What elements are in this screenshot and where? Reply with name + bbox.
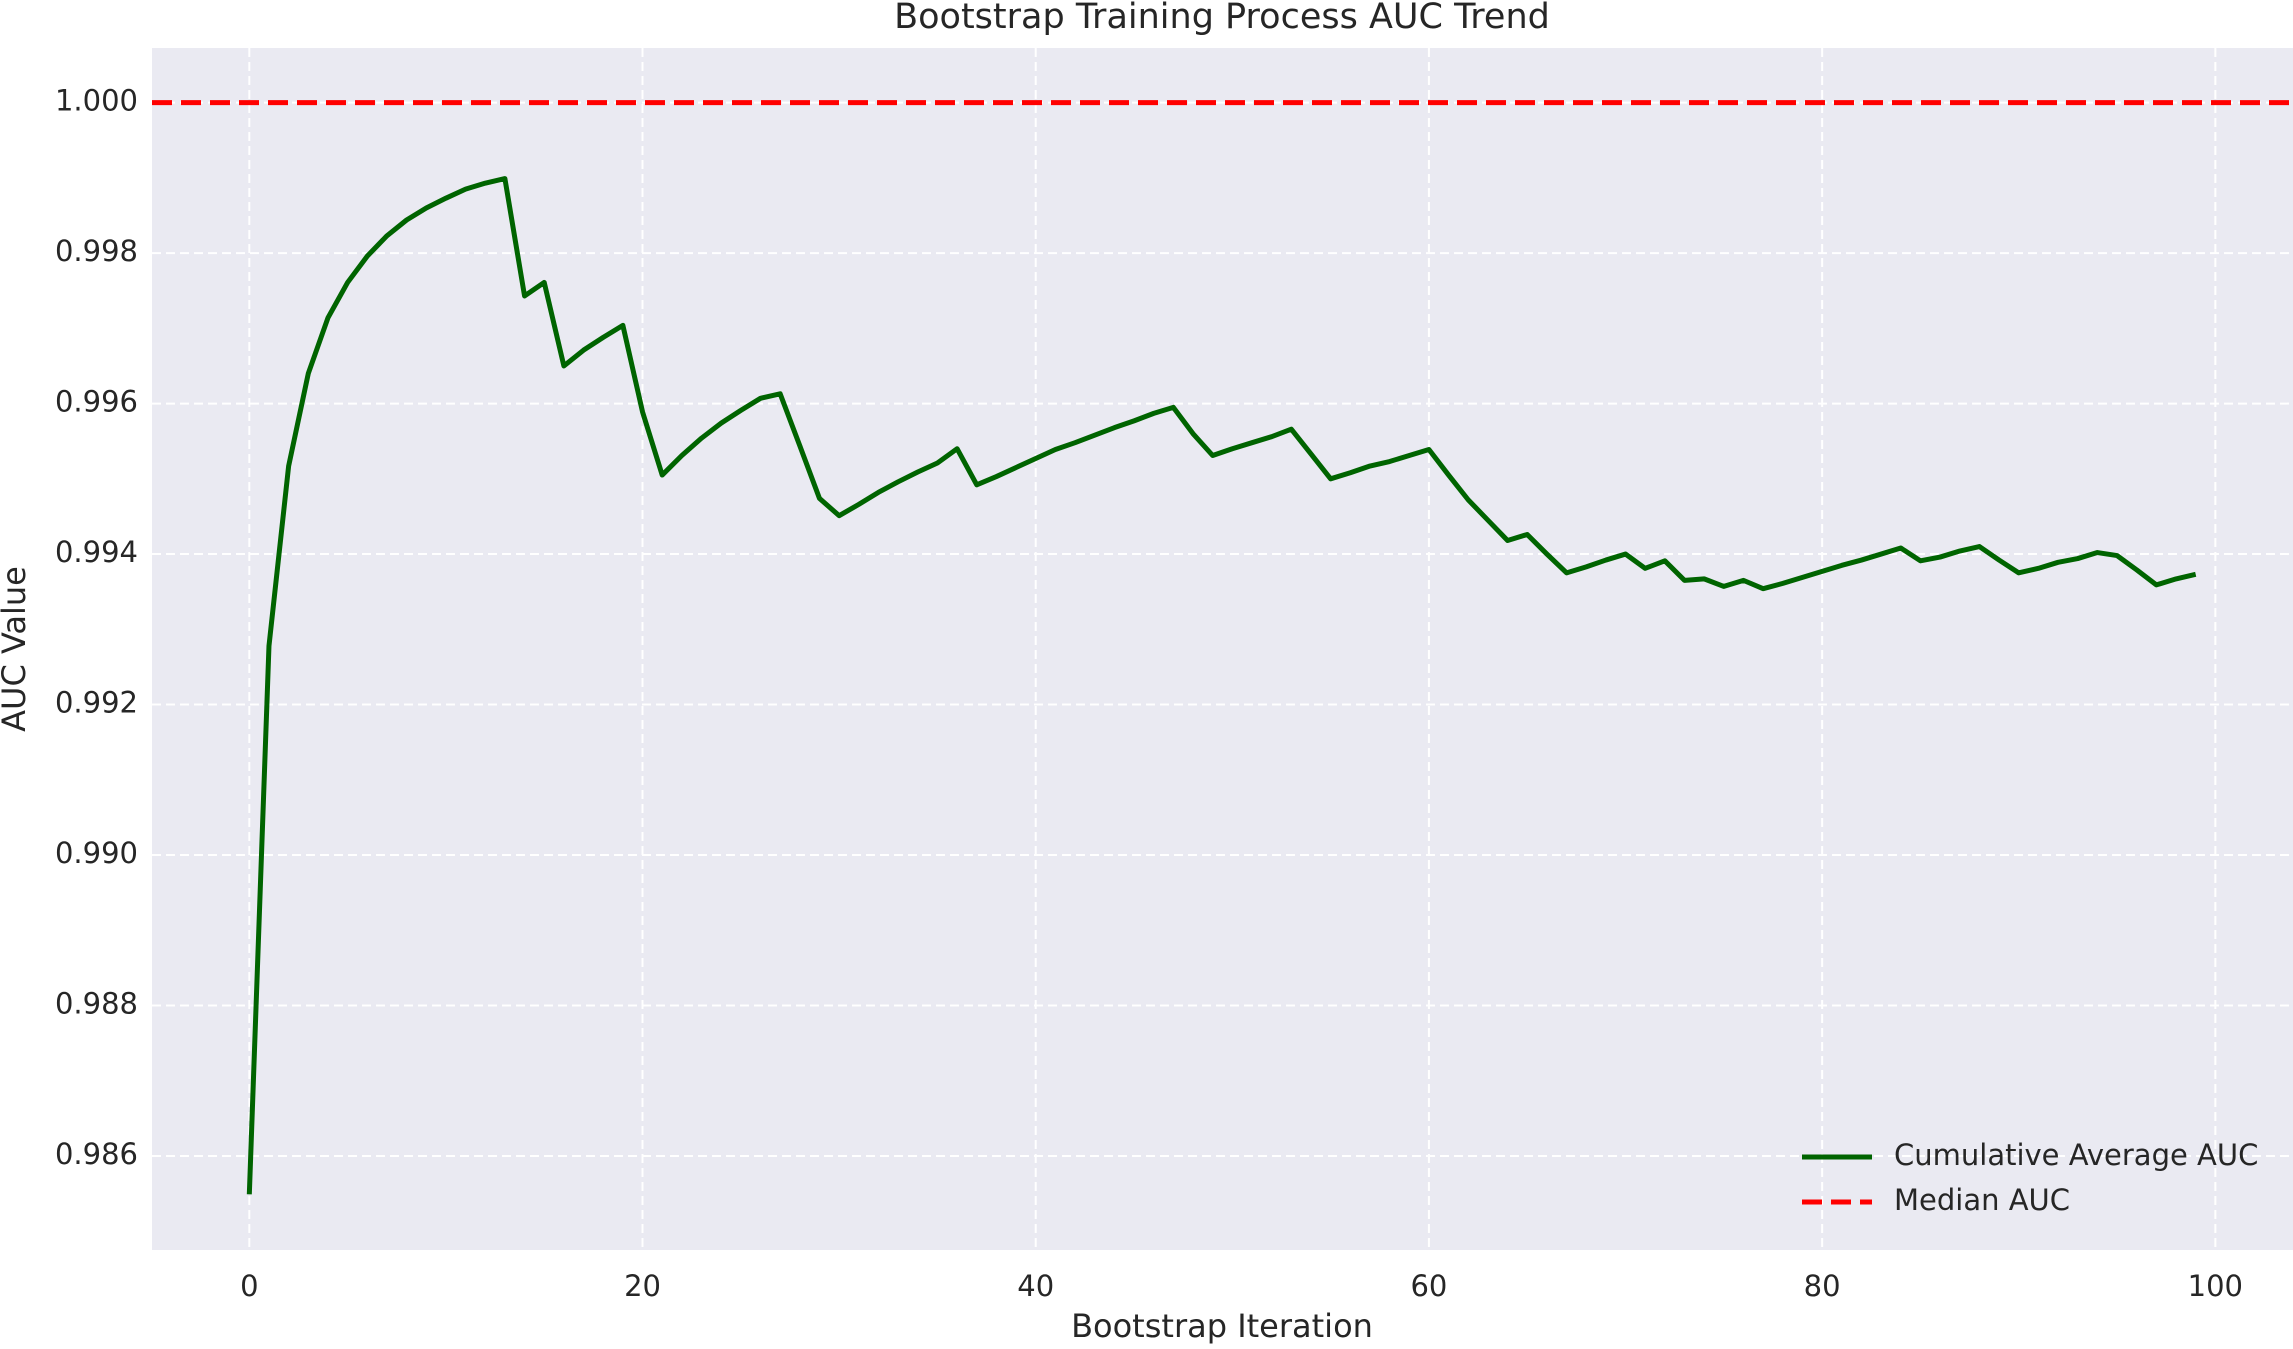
x-tick-label: 0 <box>240 1269 258 1303</box>
plot-area <box>152 48 2293 1250</box>
y-tick-label: 0.994 <box>55 535 138 569</box>
chart-title: Bootstrap Training Process AUC Trend <box>894 0 1550 37</box>
x-tick-label: 100 <box>2188 1269 2243 1303</box>
y-tick-label: 0.996 <box>55 385 138 419</box>
y-tick-label: 0.990 <box>55 836 138 870</box>
series-line <box>246 176 2197 1195</box>
legend-label: Cumulative Average AUC <box>1894 1138 2258 1172</box>
x-tick-label: 80 <box>1804 1269 1841 1303</box>
y-tick-label: 0.992 <box>55 686 138 720</box>
y-tick-label: 1.000 <box>55 84 138 118</box>
x-tick-label: 60 <box>1410 1269 1447 1303</box>
y-tick-label: 0.988 <box>55 986 138 1020</box>
x-tick-label: 40 <box>1017 1269 1054 1303</box>
x-axis-label: Bootstrap Iteration <box>1071 1307 1373 1345</box>
y-axis-label: AUC Value <box>0 566 33 732</box>
x-tick-label: 20 <box>624 1269 661 1303</box>
y-tick-label: 0.986 <box>55 1137 138 1171</box>
y-tick-label: 0.998 <box>55 234 138 268</box>
legend-label: Median AUC <box>1894 1183 2070 1217</box>
